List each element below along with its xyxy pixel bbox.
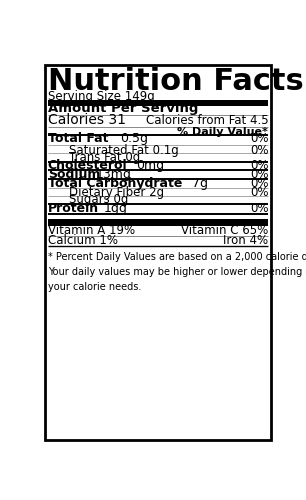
- Text: 0%: 0%: [250, 168, 268, 181]
- Text: your calorie needs.: your calorie needs.: [48, 282, 141, 292]
- Text: 0%: 0%: [250, 177, 268, 190]
- Text: Calories from Fat 4.5: Calories from Fat 4.5: [146, 114, 268, 127]
- Text: 7g: 7g: [192, 177, 207, 190]
- Text: Vitamin A 19%: Vitamin A 19%: [48, 224, 135, 237]
- Text: Trans Fat 0g: Trans Fat 0g: [69, 151, 140, 164]
- Text: Cholesterol: Cholesterol: [48, 160, 127, 172]
- Text: Dietary Fiber 2g: Dietary Fiber 2g: [69, 186, 164, 198]
- Text: Serving Size 149g: Serving Size 149g: [48, 90, 155, 102]
- Text: 13mg: 13mg: [96, 168, 132, 181]
- Text: Vitamin C 65%: Vitamin C 65%: [181, 224, 268, 237]
- Bar: [48, 219, 268, 226]
- Text: % Daily Value*: % Daily Value*: [177, 126, 268, 136]
- Text: Calories 31: Calories 31: [48, 114, 126, 128]
- Text: 0%: 0%: [250, 132, 268, 145]
- Text: 0%: 0%: [250, 144, 268, 156]
- Text: Sugars 0g: Sugars 0g: [69, 194, 129, 206]
- Text: * Percent Daily Values are based on a 2,000 calorie diet.: * Percent Daily Values are based on a 2,…: [48, 252, 306, 262]
- Text: Protein: Protein: [48, 202, 99, 215]
- Text: 0%: 0%: [250, 160, 268, 172]
- Text: Calcium 1%: Calcium 1%: [48, 234, 118, 248]
- Text: 0%: 0%: [250, 202, 268, 215]
- Text: Your daily values may be higher or lower depending on: Your daily values may be higher or lower…: [48, 267, 306, 277]
- Text: Saturated Fat 0.1g: Saturated Fat 0.1g: [69, 144, 179, 156]
- Bar: [48, 100, 268, 106]
- Text: Nutrition Facts: Nutrition Facts: [48, 67, 304, 96]
- Text: Amount Per Serving: Amount Per Serving: [48, 102, 198, 115]
- Text: Sodium: Sodium: [48, 168, 100, 181]
- Text: 0mg: 0mg: [136, 160, 164, 172]
- Text: Total Fat: Total Fat: [48, 132, 108, 145]
- Text: Iron 4%: Iron 4%: [223, 234, 268, 248]
- Text: Total Carbohydrate: Total Carbohydrate: [48, 177, 182, 190]
- Text: 1gg: 1gg: [104, 202, 128, 215]
- Text: 0.5g: 0.5g: [120, 132, 148, 145]
- Text: 0%: 0%: [250, 186, 268, 198]
